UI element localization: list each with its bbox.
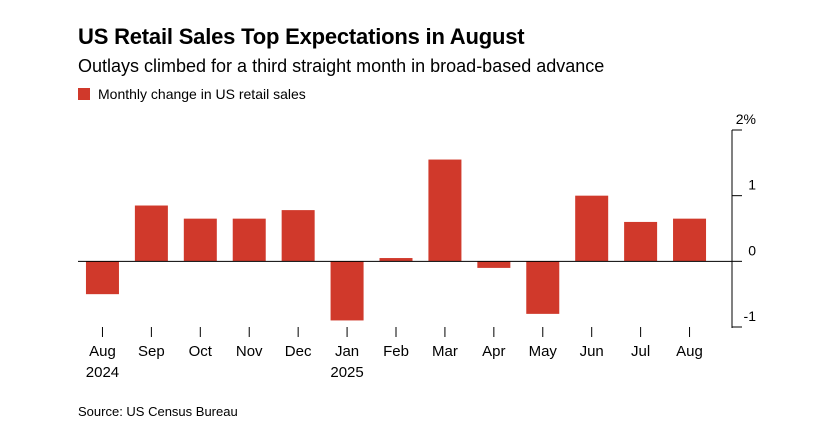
bar-6	[379, 258, 413, 262]
chart-subtitle: Outlays climbed for a third straight mon…	[78, 56, 605, 76]
y-tick-label-0: -1	[744, 308, 757, 324]
x-tick-label-10: Jun	[580, 343, 604, 360]
x-tick-label-0: Aug	[89, 343, 116, 360]
bar-10	[575, 195, 609, 262]
x-tick-label-7: Mar	[432, 343, 458, 360]
bar-7	[428, 159, 462, 262]
legend-label: Monthly change in US retail sales	[98, 86, 306, 102]
y-tick-label-1: 0	[748, 242, 756, 258]
bar-8	[477, 261, 511, 268]
x-tick-label-9: May	[529, 343, 558, 360]
bar-0	[85, 261, 119, 295]
x-tick-label-2: Oct	[189, 343, 213, 360]
x-year-label-0: 2024	[86, 364, 119, 381]
legend-swatch	[78, 88, 90, 100]
source-note: Source: US Census Bureau	[78, 404, 238, 419]
bar-1	[134, 205, 168, 262]
x-tick-label-1: Sep	[138, 343, 165, 360]
bar-2	[183, 218, 217, 262]
y-tick-label-2: 1	[748, 177, 756, 193]
x-tick-label-3: Nov	[236, 343, 263, 360]
y-tick-label-3: 2%	[736, 111, 756, 127]
x-tick-label-5: Jan	[335, 343, 359, 360]
x-year-label-5: 2025	[330, 364, 363, 381]
bar-5	[330, 261, 364, 321]
x-tick-label-6: Feb	[383, 343, 409, 360]
bar-4	[281, 210, 315, 262]
bar-11	[624, 221, 658, 262]
legend: Monthly change in US retail sales	[78, 86, 306, 102]
bar-9	[526, 261, 560, 314]
chart-title: US Retail Sales Top Expectations in Augu…	[78, 24, 525, 49]
bar-12	[673, 218, 707, 262]
x-tick-label-8: Apr	[482, 343, 505, 360]
x-tick-label-12: Aug	[676, 343, 703, 360]
x-tick-label-11: Jul	[631, 343, 650, 360]
bar-3	[232, 218, 266, 262]
x-tick-label-4: Dec	[285, 343, 312, 360]
